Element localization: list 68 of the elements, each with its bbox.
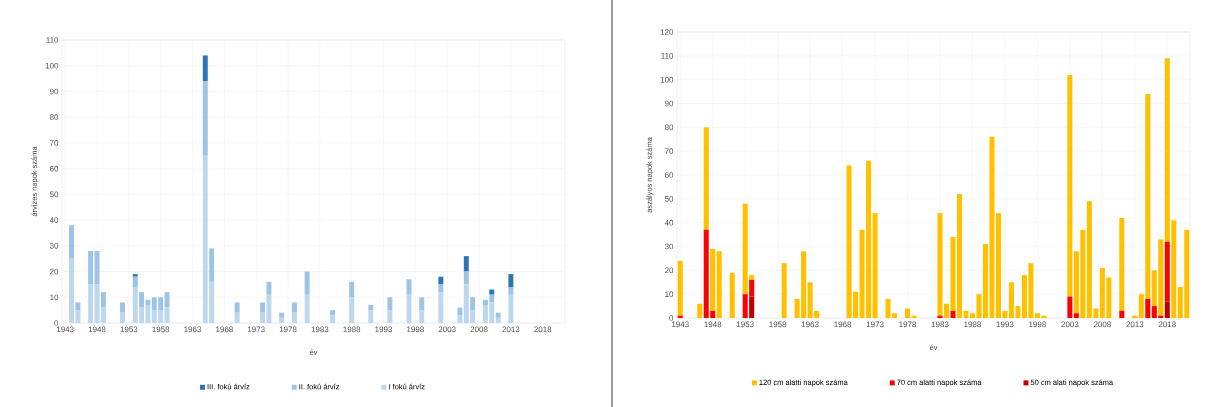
- bar: [209, 248, 215, 282]
- bar: [1119, 217, 1125, 311]
- bar: [349, 281, 355, 298]
- bar: [94, 250, 100, 285]
- bar: [304, 294, 310, 323]
- bar: [697, 303, 703, 318]
- bar: [1145, 298, 1151, 318]
- bar: [100, 292, 106, 308]
- bar: [260, 302, 266, 313]
- bar: [495, 312, 501, 318]
- bar: [677, 260, 683, 316]
- bar: [470, 297, 476, 311]
- bar: [330, 310, 336, 316]
- bar: [1164, 301, 1170, 318]
- bar: [88, 284, 94, 323]
- bar: [120, 302, 125, 313]
- bar: [132, 274, 138, 277]
- bar: [132, 276, 138, 287]
- bar: [202, 55, 208, 82]
- bar: [88, 250, 94, 285]
- bar: [234, 302, 240, 313]
- bar: [1067, 296, 1073, 318]
- bar: [463, 271, 469, 285]
- bar: [419, 310, 425, 323]
- bar: [330, 315, 336, 323]
- bar: [419, 297, 425, 311]
- bar: [164, 307, 170, 323]
- bar: [710, 248, 716, 311]
- bar: [387, 310, 393, 323]
- bar: [120, 312, 125, 323]
- bar: [508, 294, 514, 323]
- bar: [69, 225, 75, 259]
- bar: [234, 312, 240, 323]
- bar: [438, 284, 444, 293]
- bar: [438, 292, 444, 323]
- bar: [457, 307, 463, 316]
- bar: [202, 81, 208, 156]
- bar: [1067, 74, 1073, 297]
- bar: [291, 312, 297, 323]
- bar: [495, 317, 501, 323]
- bar: [729, 272, 735, 318]
- bar: [368, 304, 374, 311]
- bar: [781, 263, 787, 318]
- bar: [508, 274, 514, 287]
- bar: [368, 310, 374, 323]
- bar: [457, 315, 463, 323]
- bar: [438, 276, 444, 285]
- bar: [1073, 313, 1079, 318]
- bar: [937, 315, 943, 318]
- bar: [75, 302, 81, 311]
- bar: [950, 310, 956, 318]
- bar: [164, 292, 170, 308]
- bar: [508, 286, 514, 295]
- bar: [266, 281, 272, 295]
- bar: [349, 297, 355, 323]
- bar: [463, 256, 469, 272]
- bar: [872, 213, 878, 318]
- bar: [749, 296, 755, 318]
- bar: [387, 297, 393, 311]
- bar: [703, 127, 709, 230]
- bar: [489, 289, 495, 295]
- bar: [1164, 241, 1170, 302]
- bar: [1119, 310, 1125, 318]
- bar: [279, 317, 285, 323]
- bar: [291, 302, 297, 313]
- bar: [716, 251, 722, 318]
- bar: [304, 271, 310, 295]
- bar: [279, 312, 285, 318]
